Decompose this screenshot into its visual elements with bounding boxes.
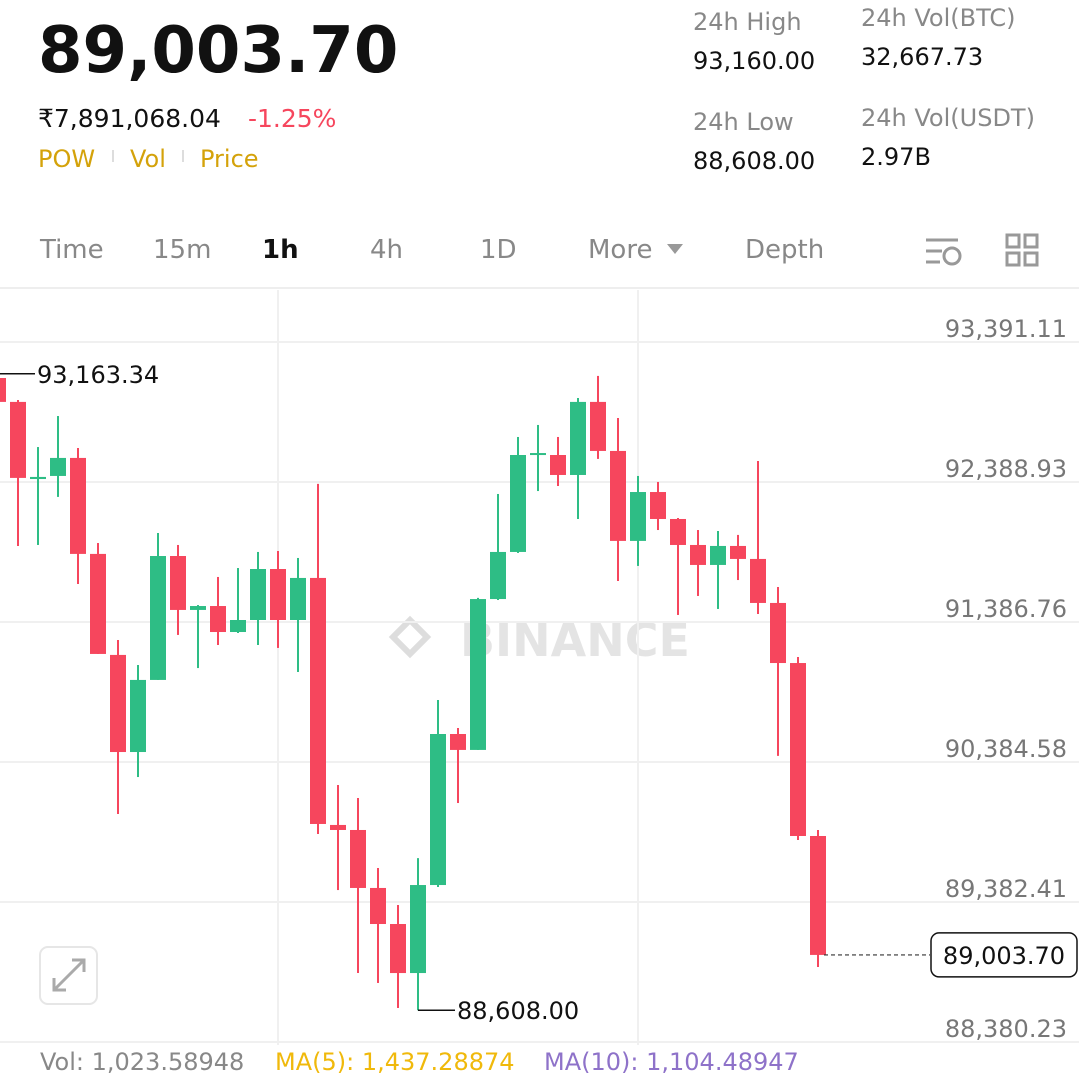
candle-body <box>110 654 126 753</box>
indicator[interactable]: Vol <box>130 145 166 173</box>
candle-body <box>670 518 686 545</box>
candle-body <box>410 885 426 974</box>
change: -1.25% <box>248 104 337 133</box>
footer-indicator: Vol: 1,023.58948 <box>40 1048 245 1076</box>
stat-label: 24h Vol(BTC) <box>861 4 1016 32</box>
fiat-price: ₹7,891,068.04 <box>38 104 221 133</box>
candle-body <box>630 492 646 541</box>
expand-button[interactable] <box>39 946 98 1005</box>
candle-body <box>190 606 206 610</box>
candle-body <box>170 556 186 610</box>
candle-body <box>330 824 346 830</box>
candle-body <box>290 577 306 620</box>
tab[interactable]: Depth <box>745 235 825 265</box>
candle-body <box>590 401 606 451</box>
indicator-sep <box>112 150 114 162</box>
candle-body <box>270 569 286 620</box>
footer-indicator: MA(10): 1,104.48947 <box>544 1048 799 1076</box>
candle-body <box>470 599 486 750</box>
y-tick-label: 91,386.76 <box>945 595 1067 623</box>
y-tick-label: 93,391.11 <box>945 315 1067 343</box>
candle-body <box>610 450 626 541</box>
tab[interactable]: 15m <box>153 235 212 265</box>
candle-body <box>750 558 766 603</box>
candle-body <box>390 924 406 974</box>
candle-body <box>730 545 746 559</box>
candle-body <box>370 887 386 925</box>
layout-icon[interactable] <box>1005 233 1039 267</box>
indicator[interactable]: POW <box>38 145 96 173</box>
candle-body <box>150 556 166 680</box>
tab[interactable]: 1h <box>262 235 299 265</box>
more-arrow[interactable] <box>667 244 683 254</box>
last-price-label: 89,003.70 <box>943 942 1065 970</box>
stat-value: 32,667.73 <box>861 43 984 71</box>
candle-body <box>570 401 586 475</box>
candle-body <box>770 602 786 664</box>
tab[interactable]: Time <box>40 235 104 265</box>
candle-body <box>510 454 526 552</box>
candle-body <box>690 544 706 565</box>
candle-body <box>490 551 506 600</box>
tab[interactable]: More <box>588 235 653 265</box>
stat-label: 24h Vol(USDT) <box>861 104 1035 132</box>
candle-body <box>210 606 226 633</box>
y-tick-label: 89,382.41 <box>945 875 1067 903</box>
candle-body <box>30 476 46 480</box>
tab[interactable]: 4h <box>370 235 404 265</box>
stat-value: 88,608.00 <box>693 147 816 175</box>
candle-body <box>790 663 806 836</box>
candle-body <box>250 569 266 620</box>
high-marker-label: 93,163.34 <box>37 361 159 389</box>
candle-body <box>70 457 86 554</box>
last-price-box <box>930 932 1078 978</box>
footer-indicator: MA(5): 1,437.28874 <box>275 1048 515 1076</box>
y-tick-label: 92,388.93 <box>945 455 1067 483</box>
candle-body <box>710 545 726 565</box>
candle-body <box>530 453 546 456</box>
candle-body <box>90 553 106 654</box>
candle-body <box>310 577 326 824</box>
candle-body <box>50 457 66 476</box>
indicator-sep <box>182 150 184 162</box>
candle-body <box>430 734 446 886</box>
candle-body <box>350 829 366 888</box>
candle-body <box>0 378 6 402</box>
stat-label: 24h High <box>693 8 802 36</box>
stat-label: 24h Low <box>693 108 794 136</box>
tab[interactable]: 1D <box>480 235 517 265</box>
stat-value: 2.97B <box>861 143 931 171</box>
candle-body <box>450 734 466 750</box>
y-tick-label: 90,384.58 <box>945 735 1067 763</box>
indicator[interactable]: Price <box>200 145 259 173</box>
candle-body <box>550 454 566 475</box>
price: 89,003.70 <box>38 14 399 88</box>
candle-body <box>650 492 666 519</box>
candle-body <box>10 401 26 478</box>
candle-body <box>130 679 146 753</box>
candle-body <box>230 619 246 633</box>
candle-body <box>810 835 826 955</box>
y-tick-label: 88,380.23 <box>945 1015 1067 1043</box>
stat-value: 93,160.00 <box>693 47 816 75</box>
watermark-logo <box>388 615 432 659</box>
low-marker-label: 88,608.00 <box>457 997 579 1025</box>
settings-icon[interactable] <box>926 238 962 266</box>
